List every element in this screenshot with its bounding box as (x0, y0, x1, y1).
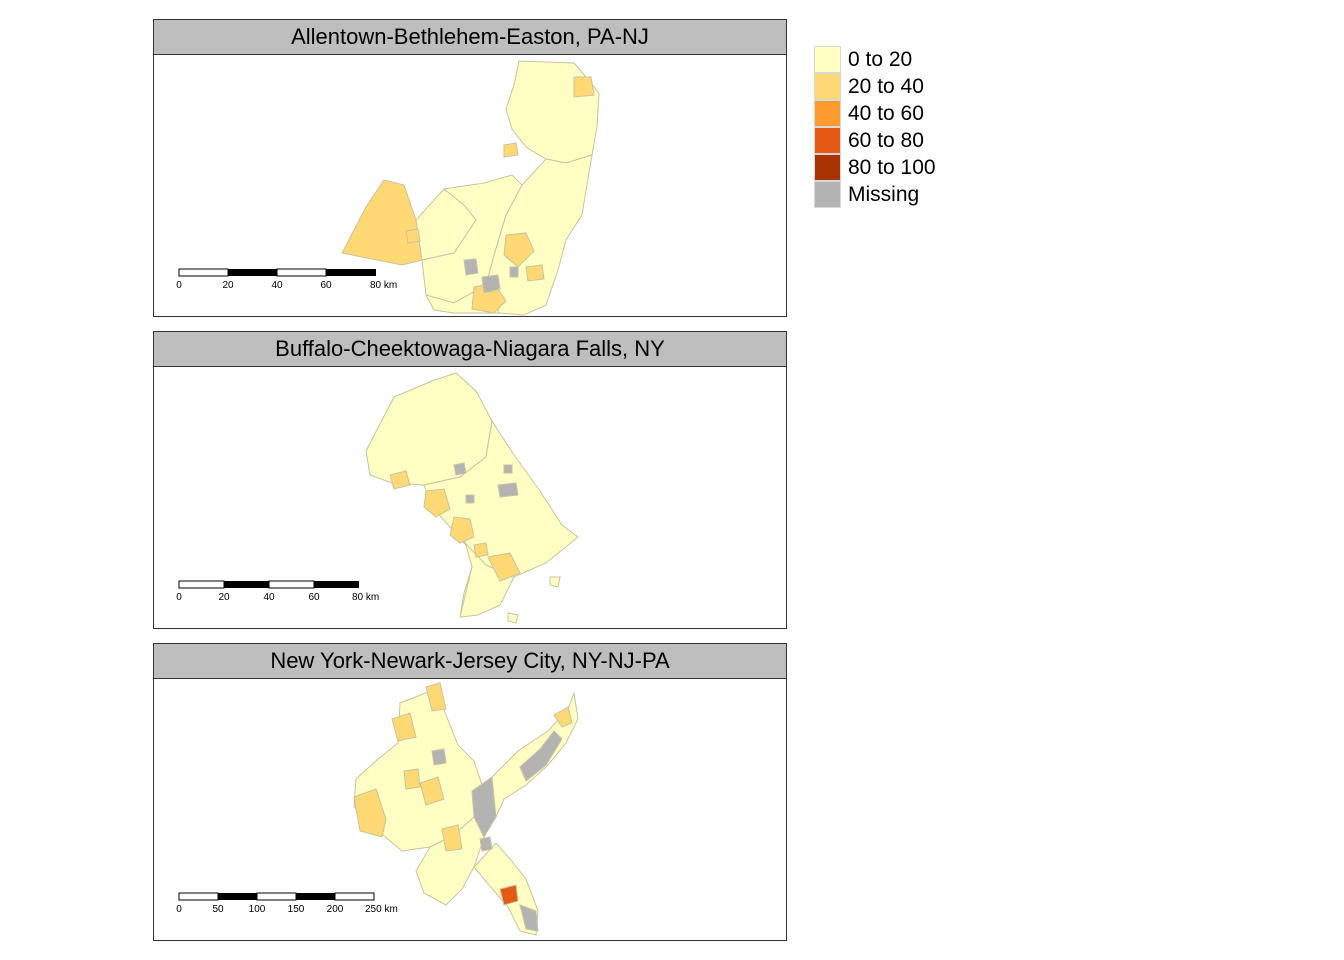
scale-tick-label: 20 (218, 592, 230, 603)
scale-tick-label: 100 (249, 904, 266, 915)
region-city-e (525, 264, 545, 282)
scale-tick-label: 200 (327, 904, 344, 915)
map-area: 0 20 40 60 80 km (154, 367, 786, 628)
legend-item: 80 to 100 (814, 154, 936, 181)
region-missing-c (509, 266, 519, 278)
legend-label: 80 to 100 (848, 156, 936, 179)
map-panel-allentown: Allentown-Bethlehem-Easton, PA-NJ (153, 19, 787, 317)
scalebar: 0 20 40 60 80 km (176, 268, 397, 291)
region-missing-a (497, 482, 519, 498)
legend-swatch (814, 46, 841, 73)
legend-swatch (814, 73, 841, 100)
legend-label: 60 to 80 (848, 129, 924, 152)
region-missing-b (481, 274, 501, 294)
region-city-d (405, 228, 421, 244)
scale-tick-label: 40 (271, 280, 283, 291)
region-northwest-b (425, 682, 447, 712)
map-svg: 0 50 100 150 200 250 km (176, 682, 579, 936)
legend-item: 0 to 20 (814, 46, 936, 73)
region-long-island-gray (519, 730, 563, 782)
scale-tick-label: 0 (176, 592, 182, 603)
region-long-island-orange (553, 706, 573, 728)
region-city-c (389, 470, 411, 490)
region-northeast (573, 76, 595, 98)
scale-tick-label: 60 (320, 280, 332, 291)
region-west (353, 788, 387, 838)
region-west-a (341, 179, 423, 266)
panel-title: Buffalo-Cheektowaga-Niagara Falls, NY (154, 332, 786, 367)
region-missing-a (463, 258, 479, 276)
region-gray-a (431, 748, 447, 766)
legend-label: Missing (848, 183, 920, 206)
map-panel-newyork: New York-Newark-Jersey City, NY-NJ-PA (153, 643, 787, 941)
legend-swatch (814, 100, 841, 127)
scale-tick-label: 60 (308, 592, 320, 603)
legend-item: Missing (814, 181, 936, 208)
legend-label: 0 to 20 (848, 48, 913, 71)
scale-tick-label: 20 (222, 280, 234, 291)
region-city-d (487, 552, 521, 582)
map-panel-buffalo: Buffalo-Cheektowaga-Niagara Falls, NY (153, 331, 787, 629)
region-southwest (415, 816, 485, 906)
region-missing-c (503, 464, 513, 474)
legend-label: 20 to 40 (848, 75, 924, 98)
legend-swatch (814, 154, 841, 181)
region-shore-gray (519, 904, 539, 932)
map-area: 0 20 40 60 80 km (154, 55, 786, 316)
region-hot (499, 884, 519, 906)
legend-label: 40 to 60 (848, 102, 924, 125)
scalebar: 0 50 100 150 200 250 km (176, 892, 398, 915)
map-area: 0 50 100 150 200 250 km (154, 679, 786, 940)
legend-swatch (814, 181, 841, 208)
panel-title: New York-Newark-Jersey City, NY-NJ-PA (154, 644, 786, 679)
region-missing-d (465, 494, 475, 504)
legend-swatch (814, 127, 841, 154)
map-legend: 0 to 20 20 to 40 40 to 60 60 to 80 80 to… (814, 46, 936, 208)
region-tan-c (441, 824, 463, 852)
scale-tick-label: 50 (212, 904, 224, 915)
scale-tick-label: 150 (288, 904, 305, 915)
region-tan-d (403, 768, 421, 790)
region-tan-a (391, 712, 417, 742)
region-islet-a (549, 576, 561, 588)
panel-title: Allentown-Bethlehem-Easton, PA-NJ (154, 20, 786, 55)
region-gray-b (479, 836, 493, 852)
region-tan-b (419, 776, 445, 806)
legend-item: 60 to 80 (814, 127, 936, 154)
scale-tick-label: 80 km (352, 592, 379, 603)
scale-tick-label: 80 km (370, 280, 397, 291)
region-city-a (423, 488, 451, 518)
legend-item: 20 to 40 (814, 73, 936, 100)
region-missing-b (453, 462, 467, 476)
legend-item: 40 to 60 (814, 100, 936, 127)
region-north (505, 60, 600, 164)
region-city-e (473, 542, 489, 558)
scale-tick-label: 0 (176, 280, 182, 291)
scale-tick-label: 0 (176, 904, 182, 915)
scale-tick-label: 250 km (365, 904, 398, 915)
region-city-c (503, 142, 519, 158)
region-city-b (449, 516, 475, 544)
scalebar: 0 20 40 60 80 km (176, 580, 379, 603)
region-islet-b (507, 612, 519, 624)
scale-tick-label: 40 (263, 592, 275, 603)
map-svg: 0 20 40 60 80 km (176, 60, 600, 316)
region-city-a (503, 232, 535, 268)
map-svg: 0 20 40 60 80 km (176, 372, 579, 624)
